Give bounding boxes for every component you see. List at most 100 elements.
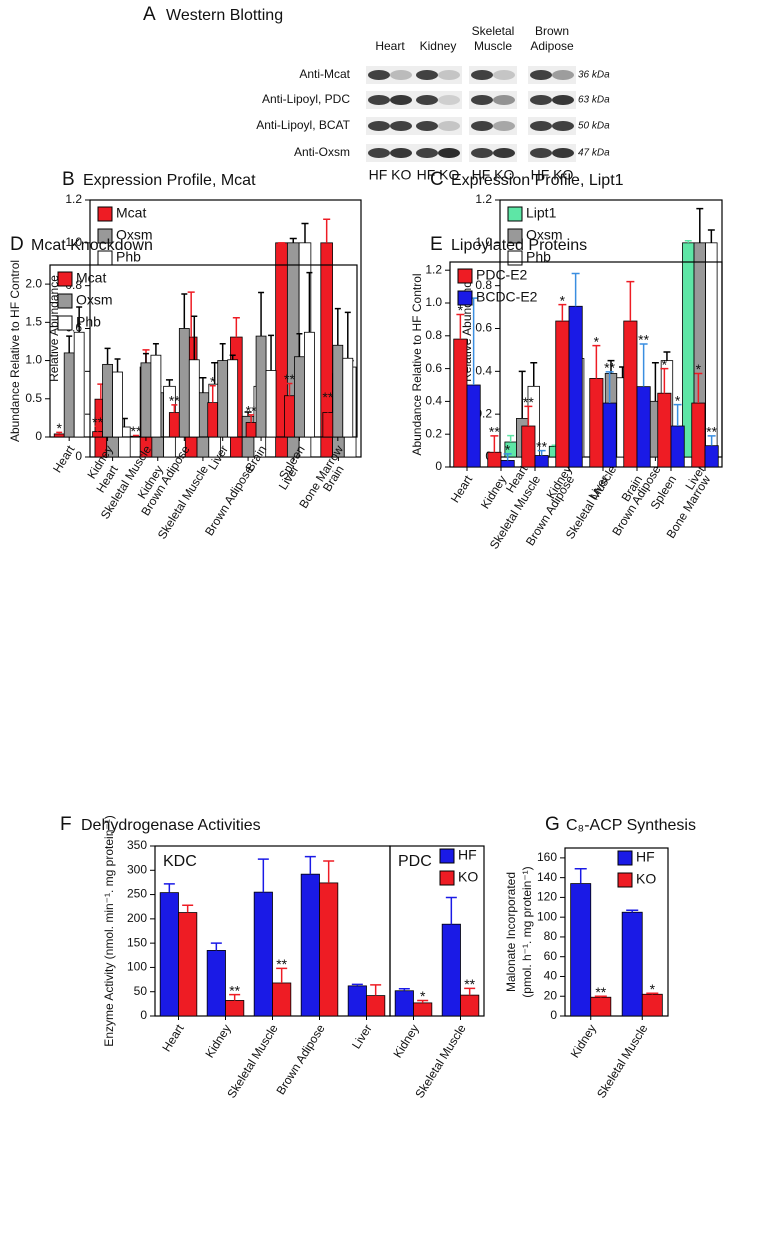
bar <box>332 344 344 438</box>
bar <box>366 995 386 1017</box>
bar <box>73 331 85 438</box>
legend-label: Lipt1 <box>526 205 557 221</box>
bar <box>159 892 179 1017</box>
y-tick-label: 0.8 <box>475 278 492 292</box>
error-bar <box>351 983 363 986</box>
y-tick-label: 40 <box>544 969 558 983</box>
significance-mark: ** <box>246 403 257 419</box>
legend-swatch <box>57 293 73 309</box>
blot-band <box>552 148 574 158</box>
error-bar <box>626 909 639 913</box>
blot-band <box>416 148 438 158</box>
blot-band <box>471 148 493 158</box>
significance-mark: * <box>696 361 702 377</box>
error-bar <box>651 362 659 402</box>
error-bar <box>219 342 226 361</box>
legend-swatch <box>97 206 113 222</box>
significance-mark: ** <box>169 393 180 409</box>
y-tick-label: 0.6 <box>425 361 442 375</box>
plot-frame <box>49 264 358 438</box>
blot-band <box>438 95 460 105</box>
group-label: KDC <box>163 853 197 870</box>
error-bar <box>152 342 159 356</box>
legend-swatch <box>97 228 113 244</box>
significance-mark: ** <box>284 371 295 387</box>
blot-band <box>368 95 390 105</box>
y-tick-label: 1.2 <box>425 262 442 276</box>
significance-mark: ** <box>464 976 475 992</box>
panel-letter: D <box>10 234 24 255</box>
error-bar <box>248 414 255 423</box>
bar <box>322 412 334 438</box>
error-bar <box>114 358 121 373</box>
y-tick-label: 80 <box>544 929 558 943</box>
error-bar <box>605 371 614 404</box>
y-tick-label: 0.5 <box>25 391 42 405</box>
bar <box>168 412 180 438</box>
x-tick-label: Heart <box>448 472 476 505</box>
error-bar <box>660 367 669 394</box>
y-tick-label: 160 <box>537 850 557 864</box>
lane-label: HF KO <box>417 167 460 183</box>
chart-title: Dehydrogenase Activities <box>81 817 261 834</box>
chart-title: Mcat Knockdown <box>31 237 153 254</box>
x-tick-label: Skeletal Muscle <box>594 1022 651 1101</box>
bar <box>621 911 643 1017</box>
error-bar <box>518 370 526 419</box>
blot-column-label: Skeletal <box>472 24 515 38</box>
bar <box>227 359 239 438</box>
legend-swatch <box>507 206 523 222</box>
significance-mark: * <box>210 373 216 389</box>
bar <box>178 912 198 1017</box>
error-bar <box>181 293 188 329</box>
legend-label: BCDC-E2 <box>476 289 538 305</box>
legend-swatch <box>617 872 633 888</box>
bar <box>217 360 229 438</box>
error-bar <box>334 307 341 346</box>
bar <box>590 996 612 1017</box>
y-tick-label: 0 <box>75 449 82 463</box>
error-bar <box>524 405 533 426</box>
legend-label: KO <box>636 871 656 887</box>
legend-label: Oxsm <box>526 227 563 243</box>
error-bar <box>56 431 63 434</box>
bar <box>112 371 123 438</box>
y-axis-label: (pmol. h⁻¹. mg protein⁻¹) <box>520 866 534 997</box>
y-tick-label: 20 <box>544 988 558 1002</box>
bar <box>602 402 617 468</box>
x-tick-label: Liver <box>349 1022 375 1051</box>
y-tick-label: 100 <box>127 960 147 974</box>
bar <box>245 422 257 438</box>
blot-band <box>471 70 493 80</box>
legend-label: HF <box>636 849 655 865</box>
bar <box>453 338 468 468</box>
significance-mark: ** <box>604 360 615 376</box>
blot-band <box>471 121 493 131</box>
bar <box>568 305 583 468</box>
significance-mark: * <box>650 981 656 997</box>
chart-title: C₈-ACP Synthesis <box>566 817 696 834</box>
blot-band <box>552 70 574 80</box>
bar <box>623 320 638 468</box>
significance-mark: * <box>662 356 668 372</box>
significance-mark: ** <box>131 423 142 439</box>
legend-swatch <box>457 268 473 284</box>
blot-column-label: Kidney <box>420 39 457 53</box>
bar <box>691 402 706 468</box>
significance-mark: ** <box>523 394 534 410</box>
bar <box>253 891 273 1017</box>
error-bar <box>104 347 111 365</box>
bar <box>207 402 219 438</box>
significance-mark: ** <box>638 332 649 348</box>
significance-mark: * <box>560 292 566 308</box>
panel-letter: A <box>143 4 156 25</box>
error-bar <box>229 993 241 1001</box>
bar <box>342 357 354 438</box>
error-bar <box>696 207 704 243</box>
blot-row-label: Anti-Lipoyl, PDC <box>262 92 350 106</box>
error-bar <box>286 382 293 396</box>
legend-swatch <box>439 848 455 864</box>
significance-mark: ** <box>229 982 240 998</box>
error-bar <box>187 291 195 338</box>
error-bar <box>530 362 538 387</box>
